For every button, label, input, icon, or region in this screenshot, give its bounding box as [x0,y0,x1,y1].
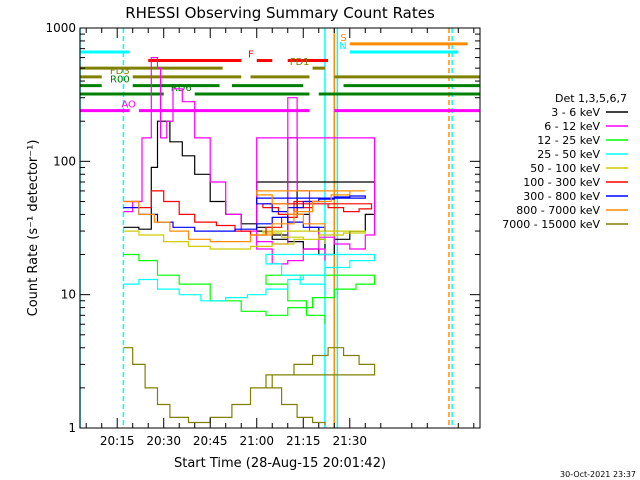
x-tick-label-2130: 21:30 [332,434,367,448]
x-tick-label-2100: 21:00 [239,434,274,448]
timestamp: 30-Oct-2021 23:37 [560,470,636,479]
series-line-9 [123,347,376,426]
legend-label-7: 300 - 800 keV [523,190,600,203]
chart-title: RHESSI Observing Summary Count Rates [125,4,435,22]
series-line-5 [123,230,366,250]
flag-label-fd1: FD1 [290,57,310,68]
legend-label-1: 3 - 6 keV [551,106,600,119]
series-line-7 [123,195,366,232]
legend-label-4: 25 - 50 keV [537,148,600,161]
y-tick-label-1: 1 [68,421,76,435]
legend-label-3: 12 - 25 keV [537,134,600,147]
y-tick-label-10: 10 [61,288,76,302]
series-line-8 [123,190,366,243]
x-tick-label-2045: 20:45 [193,434,228,448]
y-tick-label-1000: 1000 [45,21,76,35]
plot-frame [79,27,481,429]
flag-label-ao: AO [121,100,136,111]
legend-label-9: 7000 - 15000 keV [502,218,600,231]
legend-label-2: 6 - 12 keV [544,120,600,133]
flag-label-f: F [248,50,254,61]
x-tick-label-2015: 20:15 [100,434,135,448]
x-tick-label-2030: 20:30 [146,434,181,448]
flag-label-fd3: FD3 [110,66,130,77]
flag-label-r00: R00 [110,75,130,86]
legend-label-6: 100 - 300 keV [523,176,600,189]
x-tick-label-2115: 21:15 [286,434,321,448]
flag-label-s: S [340,33,346,44]
y-axis-label: Count Rate (s⁻¹ detector⁻¹) [26,140,41,317]
y-tick-label-100: 100 [53,154,76,168]
flag-label-n: N [339,41,346,52]
legend-title: Det 1,3,5,6,7 [555,92,627,105]
series-line-4 [123,253,376,302]
legend-label-5: 50 - 100 keV [530,162,600,175]
x-axis-label: Start Time (28-Aug-15 20:01:42) [174,456,386,471]
legend-label-8: 800 - 7000 keV [516,204,600,217]
axes: 1 10 100 1000 20:15 20:30 20:45 21:00 21:15 21:30 [45,21,480,448]
